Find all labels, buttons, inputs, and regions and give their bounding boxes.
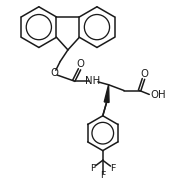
Text: O: O: [77, 59, 84, 69]
Text: F: F: [100, 171, 105, 180]
Text: OH: OH: [150, 90, 166, 100]
Text: NH: NH: [86, 76, 101, 86]
Polygon shape: [104, 85, 109, 102]
Text: F: F: [110, 164, 115, 173]
Text: O: O: [50, 68, 58, 78]
Text: O: O: [140, 69, 148, 79]
Text: F: F: [90, 164, 96, 173]
